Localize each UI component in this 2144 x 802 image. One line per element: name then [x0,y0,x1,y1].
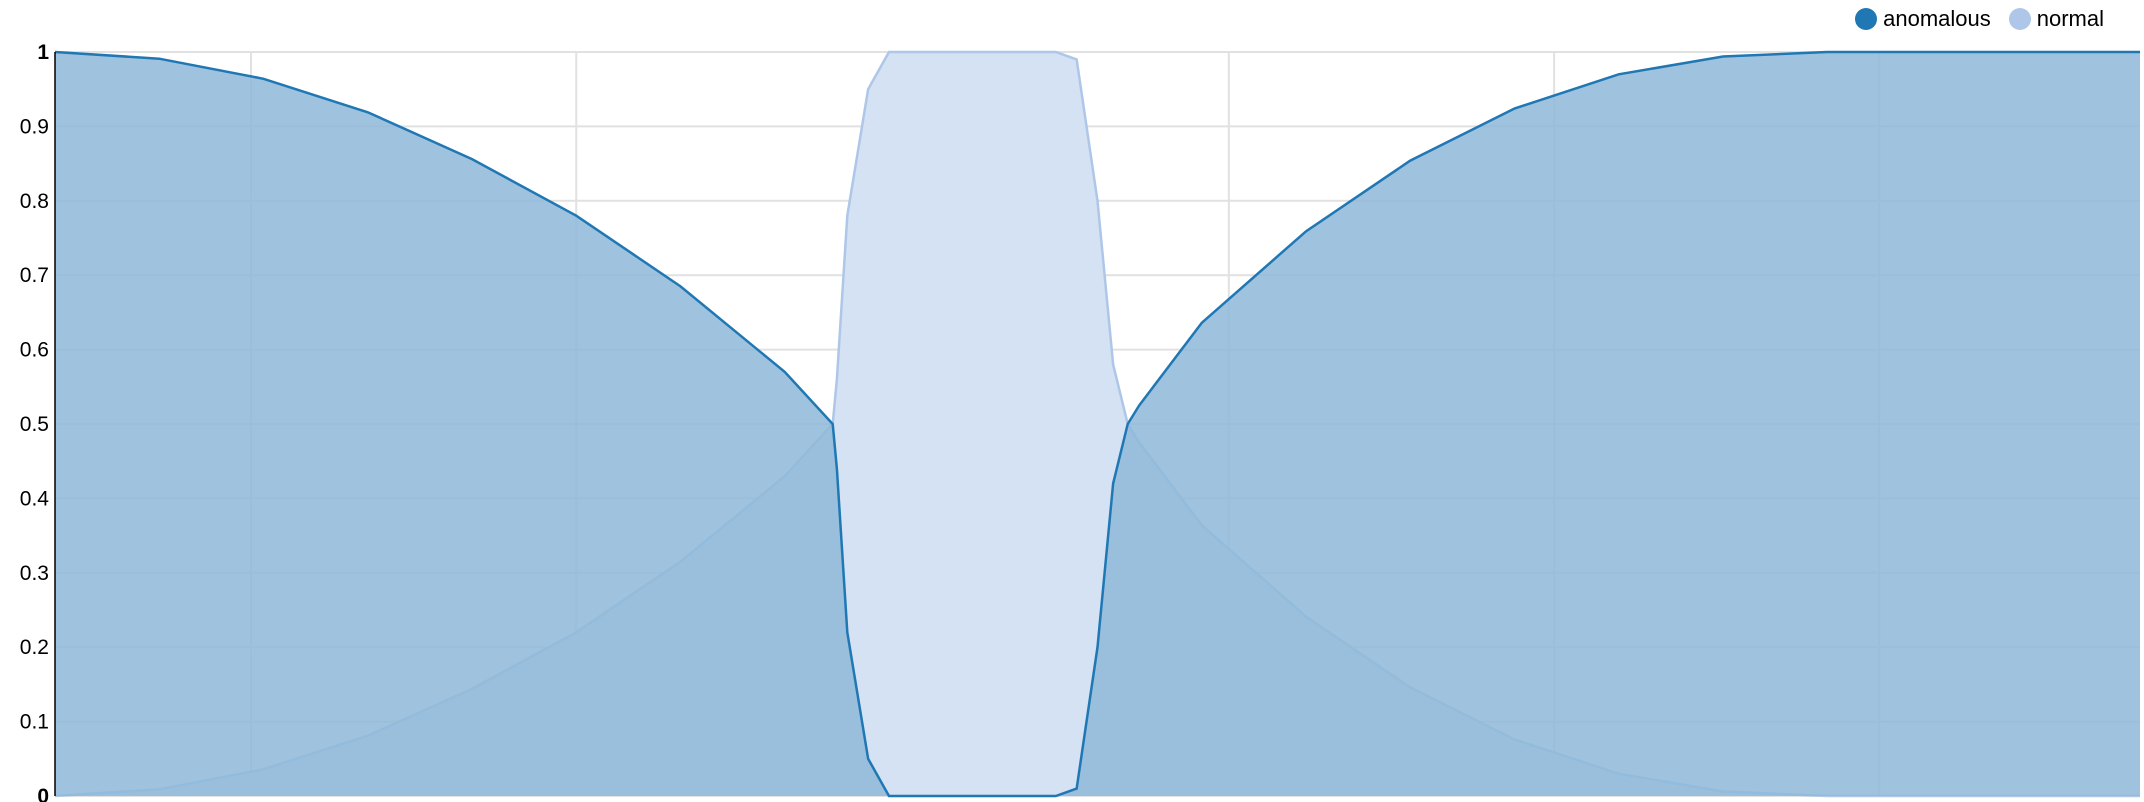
legend-label-anomalous: anomalous [1883,6,1991,31]
y-tick-label: 0.8 [20,190,49,213]
area-normal [55,52,2140,796]
legend-swatch-anomalous [1855,8,1878,30]
y-tick-label: 0.6 [20,339,49,362]
y-tick-label: 0 [37,785,49,802]
area-anomalous [55,52,2140,796]
line-anomalous [54,50,2140,798]
legend-item-anomalous[interactable]: anomalous [1855,6,1991,32]
y-tick-label: 0.2 [20,636,49,659]
y-tick-label: 0.9 [20,115,49,138]
y-tick-label: 0.7 [20,264,49,287]
y-tick-label: 1 [37,41,49,64]
y-tick-label: 0.1 [20,711,49,734]
y-axis: 0 0.1 0.2 0.3 0.4 0.5 0.6 0.7 0.8 0.9 1 [20,41,56,802]
legend-swatch-normal [2008,8,2031,30]
legend-item-normal[interactable]: normal [2008,6,2104,32]
legend: anomalous normal [1855,6,2104,32]
y-tick-label: 0.3 [20,562,49,585]
area-layer [54,50,2140,798]
y-tick-label: 0.5 [20,413,49,436]
legend-label-normal: normal [2036,6,2104,31]
y-tick-label: 0.4 [20,487,50,510]
